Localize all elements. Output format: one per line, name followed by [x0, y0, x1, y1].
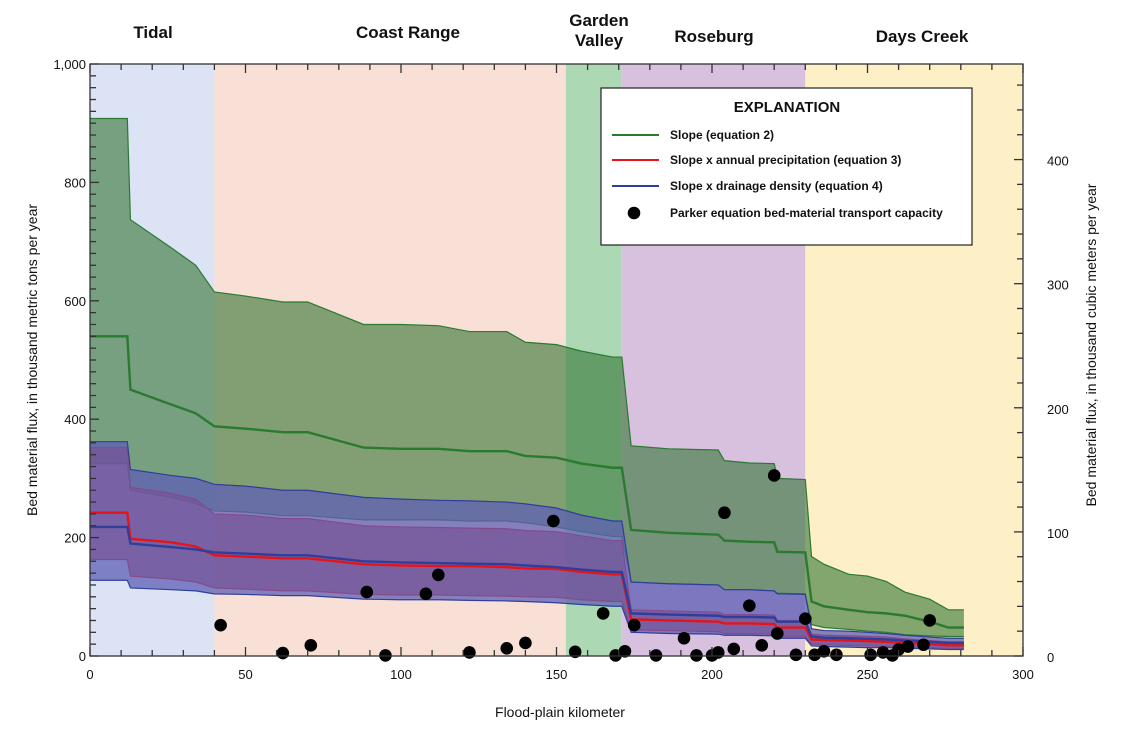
x-axis-title: Flood-plain kilometer — [495, 704, 625, 720]
x-tick-label: 0 — [86, 667, 93, 682]
legend-entry-label: Slope x annual precipitation (equation 3… — [670, 153, 901, 167]
y-tick-label: 200 — [64, 531, 86, 546]
y-axis-right-title: Bed material flux, in thousand cubic met… — [1083, 183, 1099, 506]
parker-point — [547, 514, 560, 528]
parker-point — [917, 638, 930, 652]
parker-point — [214, 618, 227, 632]
x-tick-label: 300 — [1012, 667, 1034, 682]
region-label: Roseburg — [674, 27, 753, 46]
x-tick-label: 250 — [857, 667, 879, 682]
x-tick-label: 100 — [390, 667, 412, 682]
x-tick-label: 200 — [701, 667, 723, 682]
line-slope-equation-2 — [90, 335, 964, 629]
legend-entry-label: Slope (equation 2) — [670, 128, 774, 142]
parker-point — [864, 648, 877, 662]
parker-point — [463, 646, 476, 659]
parker-point — [627, 618, 641, 632]
parker-point — [568, 645, 582, 659]
legend-box — [600, 87, 973, 246]
y-tick-label: 400 — [64, 412, 86, 427]
parker-point — [718, 506, 731, 520]
region-labels: Tidal Coast Range Garden Valley Roseburg Days… — [133, 11, 969, 50]
band-lower-slope-x-drainage-density-equation-4 — [90, 579, 964, 651]
scatter-points — [214, 469, 936, 662]
series-bands — [90, 117, 964, 651]
axes: 0 50 100 150 200 250 300 0 200 400 600 800 1,000 0 100… — [53, 57, 1068, 682]
region-label-line: Days Creek — [876, 27, 969, 46]
y-tick-label: 1,000 — [53, 57, 86, 72]
parker-point — [432, 568, 445, 582]
y-right-tick-label: 400 — [1047, 154, 1069, 169]
parker-point — [727, 642, 741, 656]
parker-point — [799, 612, 812, 626]
parker-point — [743, 599, 756, 612]
series-lines — [90, 335, 964, 647]
band-upper-slope-equation-2 — [90, 117, 964, 611]
parker-point — [789, 648, 803, 662]
region-label: Days Creek — [876, 27, 969, 46]
x-tick-label: 150 — [546, 667, 568, 682]
legend-title: EXPLANATION — [734, 99, 840, 116]
region-label: Tidal — [133, 23, 172, 42]
parker-point — [618, 644, 632, 658]
legend-entry-label: Parker equation bed-material transport c… — [670, 206, 943, 220]
y-right-tick-label: 300 — [1047, 278, 1069, 293]
parker-point — [755, 639, 769, 652]
parker-point — [767, 469, 781, 482]
region-label: Coast Range — [356, 23, 460, 42]
parker-point — [360, 585, 374, 599]
parker-point — [500, 642, 514, 655]
parker-point — [711, 646, 725, 659]
legend-swatch-marker — [627, 206, 641, 220]
x-tick-label: 50 — [238, 667, 252, 682]
band-slope-x-drainage-density-equation-4 — [90, 441, 964, 650]
parker-point — [923, 614, 936, 627]
line-slope-x-drainage-density-equation-4 — [90, 525, 964, 645]
parker-point — [677, 631, 691, 645]
parker-point — [304, 639, 318, 652]
parker-point — [419, 587, 433, 601]
band-upper-slope-x-drainage-density-equation-4 — [90, 441, 964, 639]
y-tick-label: 600 — [64, 294, 86, 309]
region-label-line: Valley — [575, 31, 624, 50]
parker-point — [901, 640, 915, 653]
y-axis-title: Bed material flux, in thousand metric to… — [24, 204, 40, 516]
region-label: Garden Valley — [569, 11, 629, 50]
region-label-line: Garden — [569, 11, 629, 30]
y-right-tick-label: 200 — [1047, 402, 1069, 417]
y-tick-label: 800 — [64, 175, 86, 190]
parker-point — [276, 646, 290, 660]
region-label-line: Tidal — [133, 23, 172, 42]
legend-entry-label: Slope x drainage density (equation 4) — [670, 179, 883, 193]
parker-point — [817, 644, 831, 658]
legend: EXPLANATION Slope (equation 2) Slope x an… — [600, 87, 973, 246]
y-tick-label: 0 — [79, 649, 86, 664]
line-slope-x-annual-precipitation-equation-3 — [90, 511, 964, 647]
parker-point — [596, 607, 610, 620]
region-label-line: Roseburg — [674, 27, 753, 46]
y-right-tick-label: 100 — [1047, 526, 1069, 541]
region-label-line: Coast Range — [356, 23, 460, 42]
parker-point — [771, 627, 784, 640]
parker-point — [519, 636, 532, 650]
y-right-tick-label: 0 — [1047, 650, 1054, 665]
